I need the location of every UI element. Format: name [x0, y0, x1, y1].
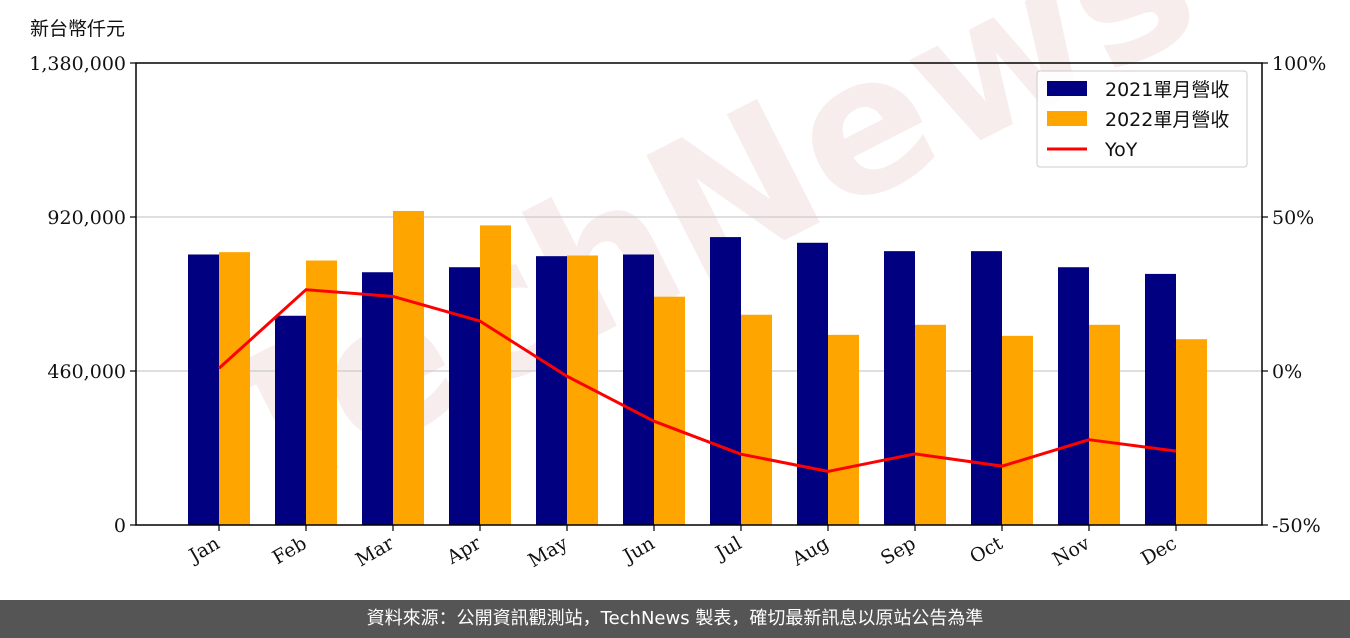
x-tick-label-dec: Dec [1137, 532, 1180, 570]
x-tick-label-feb: Feb [269, 532, 311, 569]
bar-2022-feb [306, 260, 337, 525]
bar-2021-may [536, 256, 567, 525]
bar-2021-aug [797, 242, 828, 525]
bar-2021-jan [188, 254, 219, 525]
y-tick-label: 460,000 [47, 361, 126, 383]
plot-frame [135, 62, 1263, 526]
bar-2022-aug [828, 334, 859, 525]
x-tick-label-oct: Oct [966, 532, 1007, 568]
legend-box [1036, 70, 1248, 168]
bar-2021-dec [1145, 273, 1176, 525]
legend-label: 2021單月營收 [1105, 79, 1229, 101]
y2-tick-label: 0% [1272, 361, 1302, 383]
x-tick-label-jul: Jul [710, 532, 745, 565]
y2-tick-label: 50% [1272, 207, 1314, 229]
x-tick-label-nov: Nov [1049, 532, 1094, 571]
bar-2021-oct [971, 251, 1002, 525]
bar-2022-oct [1002, 335, 1033, 525]
bar-2022-mar [393, 210, 424, 525]
x-tick-label-aug: Aug [788, 532, 833, 571]
yoy-line [217, 288, 1177, 473]
legend-label: 2022單月營收 [1105, 109, 1229, 131]
x-tick-label-mar: Mar [352, 532, 398, 571]
bar-2022-apr [480, 225, 511, 525]
y2-tick-label: -50% [1272, 515, 1321, 537]
x-tick-label-jan: Jan [184, 532, 224, 568]
bar-2021-jul [710, 237, 741, 525]
bar-2021-apr [449, 267, 480, 525]
bar-2022-jan [219, 252, 250, 526]
y-tick-label: 1,380,000 [29, 53, 126, 75]
legend-swatch [1047, 111, 1087, 126]
y-axis-label: 新台幣仟元 [30, 18, 126, 40]
x-tick-label-may: May [525, 532, 572, 572]
x-tick-label-apr: Apr [442, 532, 485, 569]
legend-swatch [1047, 81, 1087, 96]
bar-2022-jun [654, 296, 685, 525]
y2-tick-label: 100% [1272, 53, 1326, 75]
bar-2022-dec [1176, 339, 1207, 525]
y-tick-label: 0 [114, 515, 126, 537]
x-tick-label-jun: Jun [618, 532, 659, 568]
bar-2022-jul [741, 314, 772, 525]
bar-2021-jun [623, 254, 654, 525]
legend-label: YoY [1104, 139, 1138, 161]
chart: 0 460,000 920,000 1,380,000 -50% 0% 50% 100% Jan… [29, 53, 1326, 572]
bar-2021-sep [884, 251, 915, 525]
x-tick-label-sep: Sep [877, 532, 920, 569]
bar-2021-feb [275, 315, 306, 525]
source-footer: 資料來源：公開資訊觀測站，TechNews 製表，確切最新訊息以原站公告為準 [0, 600, 1350, 638]
bar-2022-nov [1089, 324, 1120, 525]
bar-2021-mar [362, 272, 393, 525]
bar-2022-sep [915, 324, 946, 525]
y-tick-label: 920,000 [47, 207, 126, 229]
bar-2021-nov [1058, 267, 1089, 525]
